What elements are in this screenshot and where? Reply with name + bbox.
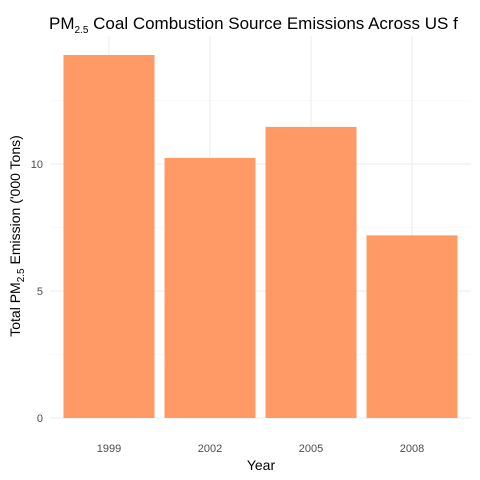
x-tick-label: 2008 — [400, 443, 424, 455]
bar-2005 — [265, 126, 357, 418]
y-axis-title: Total PM2.5 Emission ('000 Tons) — [7, 135, 27, 337]
x-tick-label: 1999 — [97, 443, 121, 455]
x-tick-label: 2005 — [299, 443, 323, 455]
x-axis-title: Year — [247, 457, 276, 473]
bar-2008 — [366, 235, 458, 418]
y-tick-label: 5 — [37, 286, 43, 298]
bar-2002 — [164, 157, 256, 419]
chart-title: PM2.5 Coal Combustion Source Emissions A… — [49, 14, 458, 36]
bar-1999 — [63, 55, 155, 419]
x-tick-labels: 1999 2002 2005 2008 — [97, 443, 424, 455]
y-tick-label: 0 — [37, 413, 43, 425]
y-tick-labels: 0 5 10 — [31, 159, 43, 425]
x-tick-label: 2002 — [198, 443, 222, 455]
bars — [63, 55, 458, 419]
y-tick-label: 10 — [31, 159, 43, 171]
